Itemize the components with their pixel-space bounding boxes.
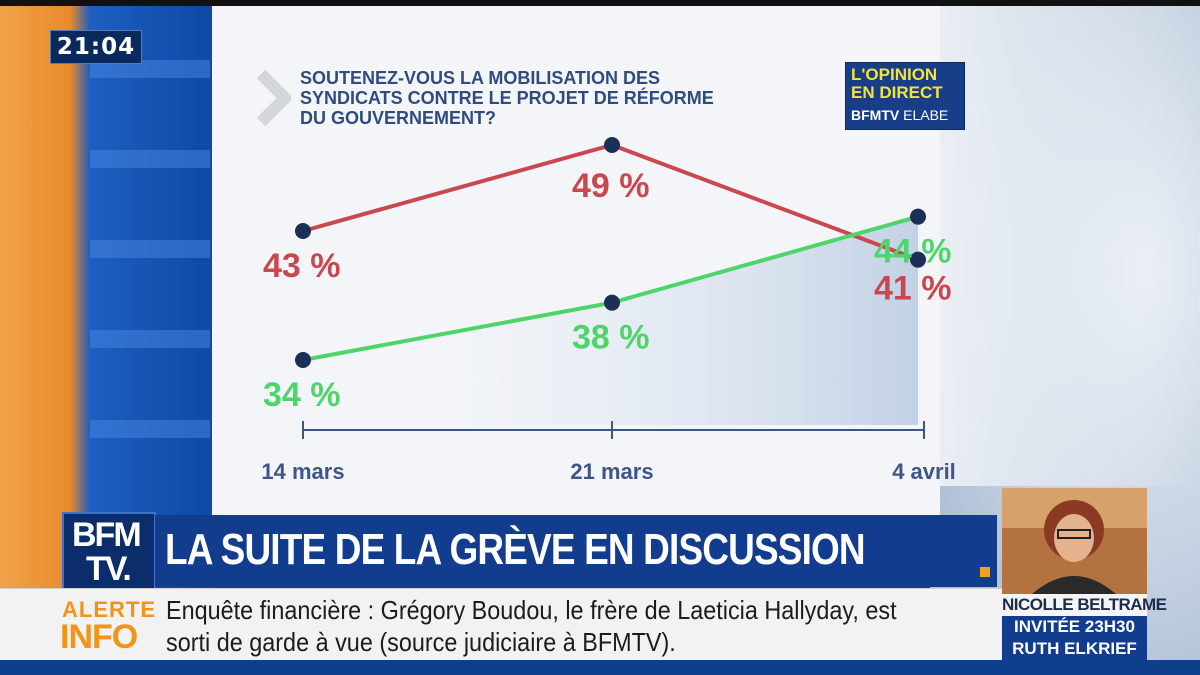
x-tick-label: 4 avril xyxy=(892,459,956,484)
opinion-en-direct-badge: L'OPINION EN DIRECT BFMTV ELABE xyxy=(845,62,965,130)
panel-fade xyxy=(932,6,1200,486)
guest-schedule: INVITÉE 23H30 xyxy=(1002,616,1147,638)
ticker-text-line2: sorti de garde à vue (source judiciaire … xyxy=(166,627,676,657)
data-point xyxy=(295,223,311,239)
data-point xyxy=(604,137,620,153)
data-label: 49 % xyxy=(572,167,650,205)
x-tick-label: 14 mars xyxy=(261,459,344,484)
info-label: INFO xyxy=(60,618,138,656)
badge-brand: BFMTV ELABE xyxy=(851,107,948,123)
data-label: 34 % xyxy=(263,376,341,414)
clock: 21:04 xyxy=(50,30,142,64)
news-ticker: ALERTE INFO Enquête financière : Grégory… xyxy=(0,588,1002,661)
x-tick-label: 21 mars xyxy=(570,459,653,484)
bfmtv-logo: BFM TV. xyxy=(62,512,156,594)
data-point xyxy=(295,352,311,368)
bottom-strip xyxy=(0,660,1200,675)
badge-partner: ELABE xyxy=(903,107,949,123)
logo-text-line2: TV. xyxy=(86,550,132,588)
chart-title: SOUTENEZ-VOUS LA MOBILISATION DES SYNDIC… xyxy=(300,68,840,128)
guest-name: NICOLLE BELTRAME xyxy=(1002,594,1167,616)
badge-line2: EN DIRECT xyxy=(851,83,943,102)
chevron-right-icon xyxy=(256,70,291,126)
guest-inset: NICOLLE BELTRAME INVITÉE 23H30 RUTH ELKR… xyxy=(1002,488,1167,660)
chart-title-line: DU GOUVERNEMENT? xyxy=(300,108,497,128)
alert-label: ALERTE xyxy=(62,597,156,622)
badge-line1: L'OPINION xyxy=(851,65,938,84)
data-label: 41 % xyxy=(874,270,952,308)
guest-video xyxy=(1002,488,1147,594)
headline-accent-square xyxy=(980,567,990,577)
chart-title-line: SYNDICATS CONTRE LE PROJET DE RÉFORME xyxy=(300,88,714,108)
data-point xyxy=(910,251,926,268)
data-label: 38 % xyxy=(572,319,650,357)
chart-area-shade xyxy=(303,216,918,425)
ticker-text-line1: Enquête financière : Grégory Boudou, le … xyxy=(166,595,897,625)
logo-text-line1: BFM xyxy=(72,516,142,554)
chart-title-line: SOUTENEZ-VOUS LA MOBILISATION DES xyxy=(300,68,661,88)
data-label: 44 % xyxy=(874,233,952,271)
guest-host: RUTH ELKRIEF xyxy=(1002,638,1147,660)
badge-brand-name: BFMTV xyxy=(851,107,900,123)
data-point xyxy=(604,294,620,311)
top-border xyxy=(0,0,1200,6)
data-point xyxy=(910,208,926,225)
headline-banner: LA SUITE DE LA GRÈVE EN DISCUSSION xyxy=(155,515,997,587)
headline-text: LA SUITE DE LA GRÈVE EN DISCUSSION xyxy=(165,525,866,574)
data-label: 43 % xyxy=(263,247,341,285)
